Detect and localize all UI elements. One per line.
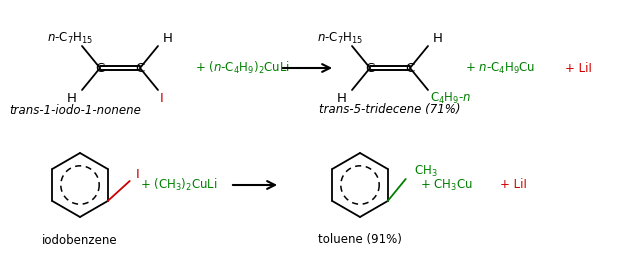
Text: + LiI: + LiI bbox=[565, 62, 592, 74]
Text: H: H bbox=[163, 31, 173, 45]
Text: + (CH$_3$)$_2$CuLi: + (CH$_3$)$_2$CuLi bbox=[140, 177, 218, 193]
Text: + ($n$-C$_4$H$_9$)$_2$CuLi: + ($n$-C$_4$H$_9$)$_2$CuLi bbox=[195, 60, 290, 76]
Text: trans-5-tridecene (71%): trans-5-tridecene (71%) bbox=[320, 103, 461, 117]
Text: C: C bbox=[365, 62, 375, 74]
Text: $n$-C$_7$H$_{15}$: $n$-C$_7$H$_{15}$ bbox=[317, 30, 363, 46]
Text: trans-1-iodo-1-nonene: trans-1-iodo-1-nonene bbox=[9, 103, 141, 117]
Text: iodobenzene: iodobenzene bbox=[42, 233, 118, 247]
Text: H: H bbox=[337, 91, 347, 105]
Text: C: C bbox=[96, 62, 104, 74]
Text: H: H bbox=[433, 31, 443, 45]
Text: C: C bbox=[135, 62, 145, 74]
Text: H: H bbox=[67, 91, 77, 105]
Text: toluene (91%): toluene (91%) bbox=[318, 233, 402, 247]
Text: + $n$-C$_4$H$_9$Cu: + $n$-C$_4$H$_9$Cu bbox=[465, 61, 535, 75]
Text: + CH$_3$Cu: + CH$_3$Cu bbox=[420, 177, 473, 193]
Text: I: I bbox=[136, 168, 140, 182]
Text: I: I bbox=[160, 91, 164, 105]
Text: C: C bbox=[405, 62, 415, 74]
Text: CH$_3$: CH$_3$ bbox=[414, 163, 437, 178]
Text: C$_4$H$_9$-$n$: C$_4$H$_9$-$n$ bbox=[430, 90, 471, 106]
Text: $n$-C$_7$H$_{15}$: $n$-C$_7$H$_{15}$ bbox=[47, 30, 93, 46]
Text: + LiI: + LiI bbox=[500, 178, 527, 192]
